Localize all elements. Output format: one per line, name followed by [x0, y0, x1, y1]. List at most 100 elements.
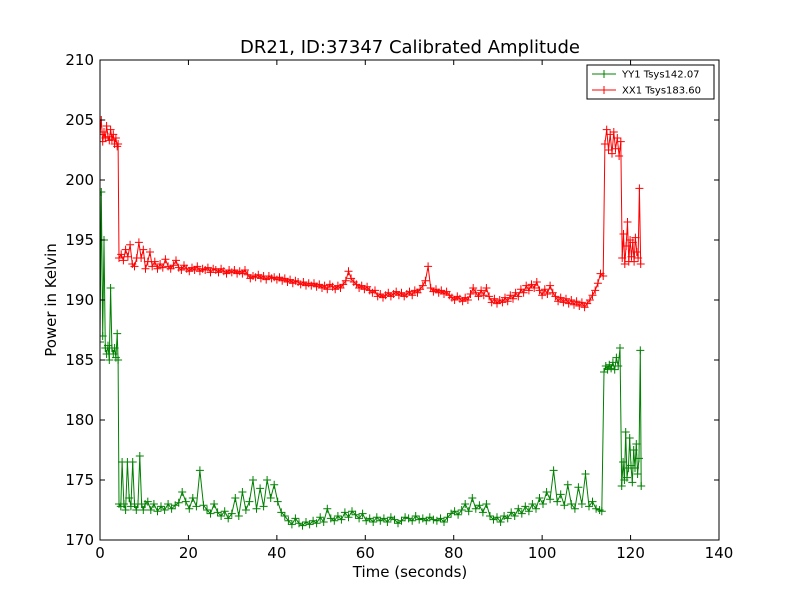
y-tick-label: 170 [65, 531, 94, 549]
data-point-marker [106, 125, 115, 134]
data-point-marker [556, 490, 565, 499]
data-point-marker [199, 501, 208, 510]
data-point-marker [514, 504, 523, 513]
data-point-marker [632, 248, 641, 256]
data-point-marker [619, 458, 628, 466]
data-point-marker [146, 506, 155, 514]
data-point-marker [369, 518, 378, 526]
data-point-marker [522, 281, 531, 290]
data-point-marker [477, 286, 486, 295]
data-point-marker [192, 502, 201, 511]
data-point-marker [193, 262, 202, 271]
data-point-marker [259, 502, 268, 511]
data-point-marker [622, 242, 631, 250]
data-point-marker [418, 281, 427, 290]
data-point-marker [348, 507, 356, 516]
data-point-marker [593, 279, 602, 288]
data-point-marker [616, 137, 625, 146]
data-point-marker [210, 500, 219, 508]
data-point-marker [572, 297, 581, 306]
data-point-marker [617, 482, 626, 490]
data-point-marker [126, 240, 135, 249]
data-point-marker [139, 506, 148, 514]
data-point-marker [305, 520, 314, 529]
data-point-marker [344, 267, 353, 276]
data-point-marker [181, 497, 190, 506]
data-point-marker [135, 452, 144, 460]
y-tick-label: 205 [65, 111, 94, 129]
data-point-marker [100, 128, 108, 136]
data-point-marker [468, 494, 477, 502]
data-point-marker [333, 512, 342, 520]
data-point-marker [436, 514, 445, 523]
data-point-marker [600, 140, 609, 148]
data-point-marker [440, 518, 448, 526]
data-point-marker [490, 294, 499, 303]
data-point-marker [475, 501, 484, 510]
data-point-marker [607, 364, 616, 373]
data-point-marker [164, 500, 173, 508]
data-point-marker [167, 504, 176, 513]
y-tick-label: 180 [65, 411, 94, 429]
data-point-marker [177, 266, 186, 274]
legend-entry-yy1: YY1 Tsys142.07 [592, 70, 700, 81]
data-point-marker [625, 434, 634, 442]
data-point-marker [401, 513, 410, 522]
data-point-marker [507, 508, 516, 517]
data-point-marker [341, 276, 350, 285]
y-tick-label: 175 [65, 471, 94, 489]
data-point-marker [149, 500, 158, 508]
data-point-marker [411, 512, 420, 520]
data-point-marker [206, 509, 215, 518]
data-point-marker [148, 262, 157, 271]
data-point-marker [121, 506, 130, 514]
data-point-marker [102, 122, 111, 130]
data-point-marker [539, 500, 547, 508]
data-point-marker [562, 294, 570, 303]
data-point-marker [461, 500, 470, 508]
data-point-marker [130, 262, 139, 271]
data-point-marker [128, 458, 137, 466]
data-point-marker [132, 506, 141, 514]
data-point-marker [340, 508, 349, 517]
data-point-marker [273, 497, 282, 506]
data-point-marker [543, 290, 552, 298]
series-0 [100, 188, 646, 530]
data-point-marker [538, 291, 547, 300]
data-point-marker [632, 440, 641, 448]
data-point-marker [213, 508, 222, 517]
data-point-marker [471, 504, 480, 513]
data-point-marker [153, 264, 162, 273]
data-point-marker [231, 494, 240, 502]
data-point-marker [172, 256, 180, 265]
data-point-marker [150, 257, 159, 266]
data-point-marker [604, 146, 613, 154]
data-point-marker [486, 512, 494, 520]
data-point-marker [319, 518, 328, 526]
data-point-marker [612, 353, 621, 362]
legend-label-xx1: XX1 Tsys183.60 [622, 86, 701, 97]
data-point-marker [234, 512, 243, 520]
data-point-marker [630, 257, 639, 266]
legend-marker-yy1 [600, 70, 608, 78]
data-point-marker [284, 516, 293, 525]
data-point-marker [521, 502, 530, 511]
data-point-marker [146, 248, 154, 256]
data-point-marker [549, 466, 558, 475]
data-point-marker [585, 296, 594, 304]
data-point-marker [597, 507, 606, 516]
data-point-marker [113, 329, 122, 338]
data-point-marker [161, 255, 170, 264]
data-point-marker [532, 278, 541, 286]
data-point-marker [485, 292, 494, 301]
data-point-marker [577, 298, 586, 307]
data-point-marker [169, 261, 178, 270]
data-point-marker [121, 245, 130, 254]
data-point-marker [621, 428, 630, 436]
data-point-marker [337, 515, 346, 524]
data-point-marker [422, 516, 431, 525]
data-point-marker [603, 365, 612, 374]
data-point-marker [588, 291, 597, 300]
data-point-marker [241, 266, 249, 274]
data-point-marker [466, 290, 475, 298]
